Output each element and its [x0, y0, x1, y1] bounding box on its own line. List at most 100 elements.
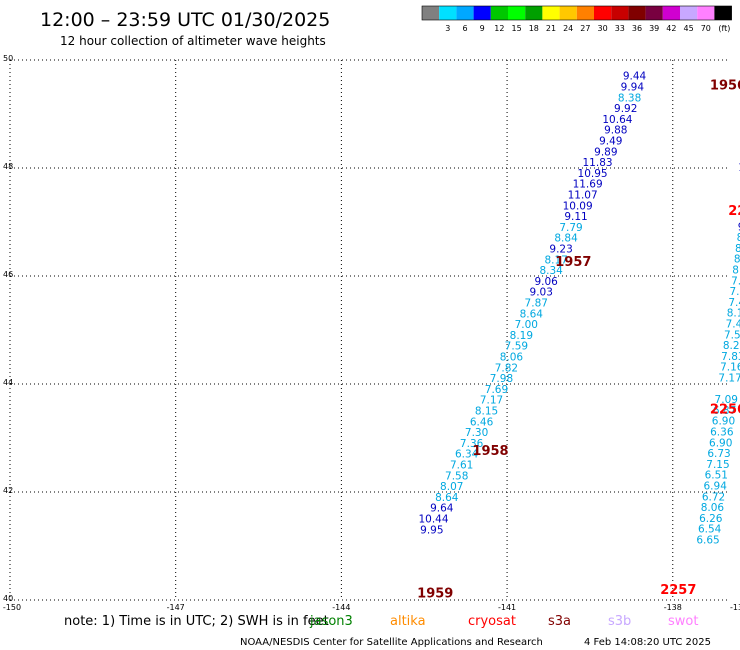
note-text: note: 1) Time is in UTC; 2) SWH is in fe…: [64, 614, 329, 629]
data-point-label: 7.09: [715, 394, 738, 406]
data-point-label: 7.59: [724, 329, 740, 341]
data-point-label: 8.64: [435, 492, 459, 504]
data-point-label: 7.40: [726, 319, 740, 331]
legend-swatch: [542, 6, 560, 20]
data-point-label: 7.15: [706, 459, 729, 471]
satellite-legend: jason3 altika cryosat s3a s3b swot: [309, 614, 698, 629]
data-point-label: 11.83: [583, 157, 613, 169]
data-point-label: 6.73: [707, 448, 730, 460]
data-point-label: 8.23: [723, 340, 740, 352]
legend-swatch: [439, 6, 457, 20]
data-point-label: 8.75: [737, 232, 740, 244]
data-point-label: 6.51: [705, 470, 728, 482]
data-point-label: 8.38: [618, 92, 641, 104]
legend-swatch: [714, 6, 732, 20]
data-point-label: 8.06: [500, 351, 524, 363]
data-point-label: 6.34: [455, 449, 479, 461]
legend-label: 39: [649, 24, 659, 33]
legend-label: 36: [632, 24, 642, 33]
track-time-label: 2257: [660, 583, 696, 598]
data-point-label: 9.95: [420, 524, 443, 536]
legend-swatch: [594, 6, 612, 20]
legend-label: 6: [462, 24, 467, 33]
legend-border: [421, 5, 732, 21]
y-tick-label: 50: [3, 54, 13, 63]
track-time-label: 1958: [472, 444, 508, 459]
legend-label: 42: [666, 24, 676, 33]
data-point-label: 9.49: [599, 135, 622, 147]
legend-label: 9: [480, 24, 485, 33]
data-point-label: 8.07: [440, 481, 463, 493]
data-point-label: 8.17: [544, 254, 567, 266]
data-point-label: 7.30: [465, 427, 488, 439]
x-tick-label: -13: [730, 603, 740, 612]
track-time-label: 1959: [417, 586, 453, 601]
y-tick-label: 40: [3, 594, 13, 603]
data-point-label: 9.94: [621, 81, 645, 93]
data-point-label: 7.82: [495, 362, 518, 374]
data-point-label: 7.79: [559, 222, 582, 234]
data-point-label: 9.89: [594, 146, 617, 158]
legend-swatch: [422, 6, 440, 20]
x-tick-label: -141: [498, 603, 516, 612]
legend-swatch: [490, 6, 508, 20]
legend-swatch: [456, 6, 474, 20]
legend-swatch: [628, 6, 646, 20]
legend-swatch: [559, 6, 577, 20]
legend-label: 21: [546, 24, 556, 33]
data-point-label: 8.64: [520, 308, 544, 320]
legend-swatch: [680, 6, 698, 20]
footer-timestamp: 4 Feb 14:08:20 UTC 2025: [584, 637, 711, 648]
data-point-label: 8.86: [735, 243, 740, 255]
data-point-label: 7.69: [485, 384, 508, 396]
data-point-label: 9.06: [534, 276, 558, 288]
data-point-label: 9.03: [530, 287, 553, 299]
legend-swatch: [473, 6, 491, 20]
legend-unit: (ft): [718, 24, 730, 33]
legend-label: 27: [580, 24, 590, 33]
satellite-label-jason3: jason3: [309, 614, 353, 629]
data-point-label: 7.00: [515, 319, 538, 331]
data-point-label: 10.10: [738, 162, 740, 174]
data-point-label: 10.09: [563, 200, 593, 212]
track-time-label: 1956: [710, 78, 740, 93]
data-point-label: 9.64: [430, 503, 454, 515]
legend-swatch: [662, 6, 680, 20]
satellite-label-cryosat: cryosat: [468, 614, 516, 629]
x-tick-label: -144: [332, 603, 350, 612]
legend-swatch: [697, 6, 715, 20]
data-point-label: 7.17: [480, 395, 503, 407]
x-tick-label: -138: [664, 603, 682, 612]
y-tick-label: 48: [3, 162, 13, 171]
data-point-label: 9.11: [564, 211, 587, 223]
legend-label: 70: [701, 24, 711, 33]
legend-swatch: [611, 6, 629, 20]
data-point-label: 7.98: [490, 373, 513, 385]
data-point-label: 9.88: [604, 125, 627, 137]
x-tick-label: -147: [167, 603, 185, 612]
data-point-label: 6.72: [702, 491, 725, 503]
data-point-label: 7.59: [505, 341, 528, 353]
data-point-label: 7.72: [731, 275, 740, 287]
data-point-label: 8.10: [727, 308, 740, 320]
data-point-label: 7.40: [728, 297, 740, 309]
data-point-label: 8.08: [732, 265, 740, 277]
track-time-label: 1957: [555, 255, 591, 270]
satellite-label-s3a: s3a: [548, 614, 571, 629]
data-point-label: 11.07: [568, 189, 598, 201]
data-point-label: 6.54: [698, 524, 722, 536]
legend-label: 45: [684, 24, 694, 33]
data-points: 9.449.948.389.9210.649.889.499.8911.8310…: [418, 71, 740, 547]
chart-subtitle: 12 hour collection of altimeter wave hei…: [60, 34, 326, 48]
data-point-label: 8.19: [510, 330, 533, 342]
data-point-label: 7.87: [525, 297, 548, 309]
data-point-label: 9.23: [549, 243, 572, 255]
chart-title: 12:00 – 23:59 UTC 01/30/2025: [40, 9, 330, 31]
legend-label: 30: [598, 24, 608, 33]
satellite-label-swot: swot: [668, 614, 698, 629]
satellite-label-altika: altika: [390, 614, 426, 629]
color-legend: 3 6 9 12 15 18 21 24 27 30 33 36 39 42 45 70 (ft): [421, 5, 732, 33]
data-point-label: 10.95: [578, 168, 608, 180]
footer-agency: NOAA/NESDIS Center for Satellite Applica…: [240, 637, 543, 648]
